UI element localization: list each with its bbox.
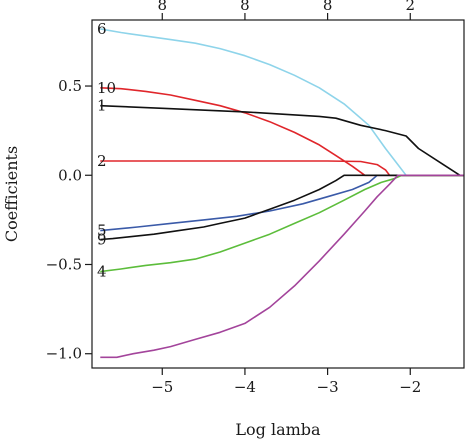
series-line-9 bbox=[100, 174, 464, 241]
x-tick-label: −2 bbox=[399, 378, 421, 396]
x-tick-label: −4 bbox=[234, 378, 256, 396]
y-axis-title: Coefficients bbox=[2, 146, 21, 242]
series-line-unlabeled-7 bbox=[100, 174, 464, 359]
series-line-5 bbox=[100, 174, 464, 232]
series-label-4: 4 bbox=[97, 263, 107, 281]
series-line-10 bbox=[100, 87, 464, 177]
top-axis: 8 8 8 2 bbox=[157, 0, 415, 20]
x-tick-label: −5 bbox=[151, 378, 173, 396]
series-label-9: 9 bbox=[97, 231, 107, 249]
x-tick-label: −3 bbox=[317, 378, 339, 396]
x-axis: −5 −4 −3 −2 bbox=[151, 368, 421, 396]
series-line-4 bbox=[100, 174, 464, 273]
series-line-2 bbox=[100, 160, 464, 177]
y-tick-label: −1.0 bbox=[46, 345, 82, 363]
series-line-6 bbox=[100, 28, 464, 177]
y-tick-label: 0.0 bbox=[58, 166, 82, 184]
top-tick-label: 2 bbox=[405, 0, 415, 14]
series-line-1 bbox=[100, 104, 464, 177]
plot-lines bbox=[100, 28, 464, 359]
series-label-6: 6 bbox=[97, 20, 107, 38]
y-tick-label: 0.5 bbox=[58, 77, 82, 95]
top-tick-label: 8 bbox=[157, 0, 167, 14]
series-labels: 6 101 2 59 4 bbox=[97, 20, 116, 281]
top-tick-label: 8 bbox=[240, 0, 250, 14]
series-label-1: 1 bbox=[97, 97, 107, 115]
plot-frame bbox=[91, 19, 465, 369]
y-tick-label: −0.5 bbox=[46, 255, 82, 273]
series-label-2: 2 bbox=[97, 152, 107, 170]
series-label-10: 10 bbox=[97, 79, 116, 97]
x-axis-title: Log lamba bbox=[235, 420, 321, 439]
top-tick-label: 8 bbox=[323, 0, 333, 14]
series-label-5: 5 bbox=[97, 222, 107, 240]
y-axis: −1.0 −0.5 0.0 0.5 bbox=[46, 77, 92, 363]
